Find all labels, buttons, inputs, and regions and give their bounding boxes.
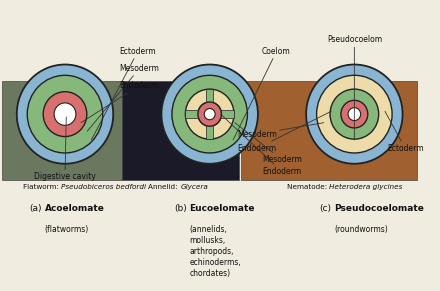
Ellipse shape	[185, 89, 234, 139]
Ellipse shape	[348, 108, 361, 120]
Text: (annelids,
mollusks,
arthropods,
echinoderms,
chordates): (annelids, mollusks, arthropods, echinod…	[190, 225, 241, 278]
Text: Mesoderm: Mesoderm	[237, 123, 324, 139]
Bar	[185, 110, 234, 118]
Bar	[241, 81, 417, 180]
Ellipse shape	[17, 65, 113, 164]
Text: Endoderm: Endoderm	[220, 114, 301, 176]
Text: Pseudocoelomate: Pseudocoelomate	[334, 204, 424, 213]
Text: (a): (a)	[29, 204, 42, 213]
Text: Ectoderm: Ectoderm	[92, 47, 156, 140]
Bar	[2, 81, 121, 180]
Text: Acoelomate: Acoelomate	[45, 204, 105, 213]
Text: Heterodera glycines: Heterodera glycines	[329, 184, 403, 190]
Ellipse shape	[204, 109, 215, 120]
Ellipse shape	[317, 75, 392, 153]
Ellipse shape	[54, 103, 76, 125]
Text: Annelid:: Annelid:	[148, 184, 180, 190]
Text: (c): (c)	[319, 204, 331, 213]
Ellipse shape	[198, 102, 221, 126]
Text: Pseudocoelom: Pseudocoelom	[327, 36, 382, 140]
Ellipse shape	[172, 75, 247, 153]
Text: Endoderm: Endoderm	[81, 81, 159, 123]
Ellipse shape	[161, 65, 258, 164]
Text: Mesoderm: Mesoderm	[87, 64, 159, 131]
Text: Flatworm:: Flatworm:	[22, 184, 61, 190]
Ellipse shape	[204, 109, 215, 120]
Text: (roundworms): (roundworms)	[334, 225, 388, 234]
Ellipse shape	[306, 65, 403, 164]
Text: Endoderm: Endoderm	[238, 111, 331, 153]
Ellipse shape	[198, 102, 221, 126]
Text: Coelom: Coelom	[233, 47, 291, 140]
Text: (flatworms): (flatworms)	[45, 225, 89, 234]
Text: Eucoelomate: Eucoelomate	[190, 204, 255, 213]
Text: Nematode:: Nematode:	[287, 184, 329, 190]
Ellipse shape	[341, 100, 368, 128]
Text: Mesoderm: Mesoderm	[235, 123, 302, 164]
Text: Glycera: Glycera	[180, 184, 208, 190]
Text: (b): (b)	[174, 204, 187, 213]
Bar	[206, 89, 213, 139]
Text: Digestive cavity: Digestive cavity	[34, 117, 96, 181]
Bar	[121, 81, 239, 180]
Text: Pseudobiceros bedfordi: Pseudobiceros bedfordi	[61, 184, 146, 190]
Ellipse shape	[27, 75, 103, 153]
Text: Ectoderm: Ectoderm	[385, 111, 424, 153]
Ellipse shape	[330, 89, 379, 139]
Ellipse shape	[43, 92, 87, 136]
